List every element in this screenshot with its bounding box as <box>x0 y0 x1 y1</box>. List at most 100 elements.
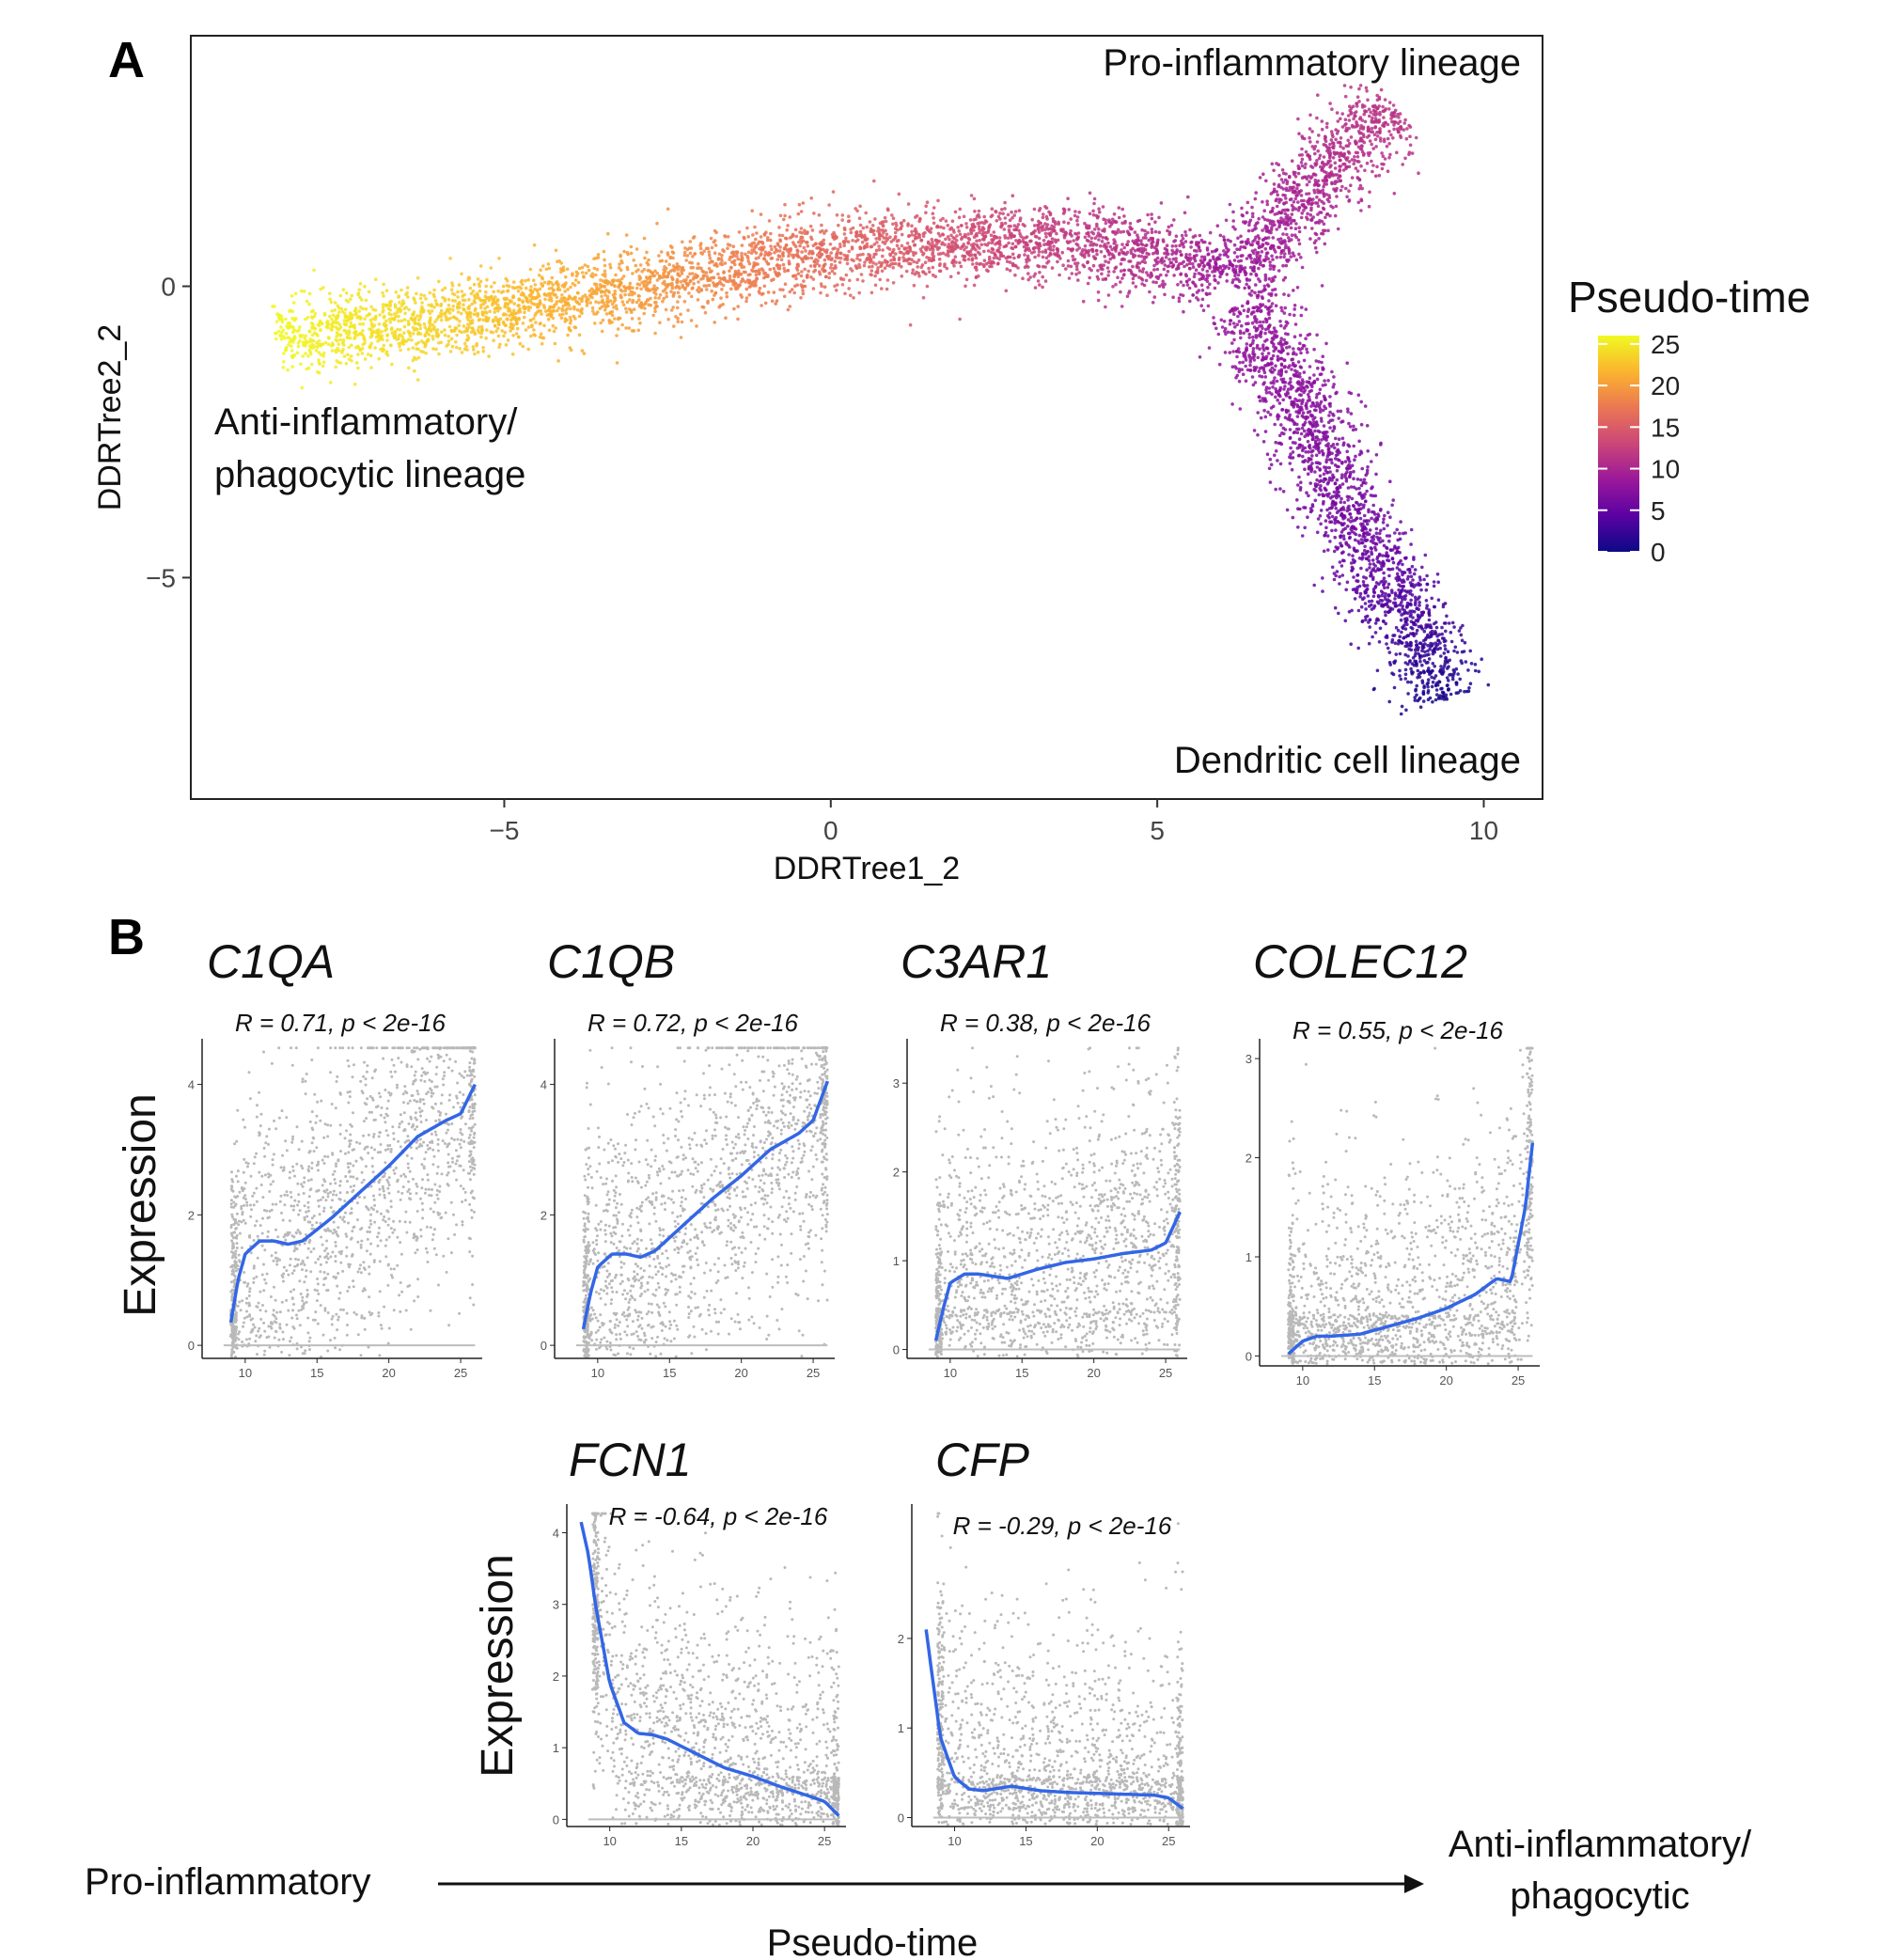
cell-point <box>711 259 714 264</box>
cell-point <box>625 250 630 255</box>
cell-point <box>1005 267 1010 272</box>
cell-point <box>299 335 303 339</box>
cell-point <box>600 329 604 334</box>
cell-point <box>799 210 804 213</box>
cell-point <box>643 306 647 310</box>
cell-point <box>406 322 411 327</box>
cell-point <box>870 264 874 269</box>
cell-point <box>455 317 460 321</box>
cell-point <box>556 359 560 363</box>
cell-point <box>363 317 367 321</box>
cell-point <box>503 330 508 335</box>
cell-point <box>1125 243 1130 247</box>
cell-point <box>368 346 372 350</box>
cell-point <box>783 282 788 287</box>
cell-point <box>734 287 738 291</box>
cell-point <box>316 342 321 347</box>
cell-point <box>1202 258 1206 262</box>
cell-point <box>990 264 994 269</box>
cell-point <box>408 334 413 338</box>
cell-point <box>887 247 892 251</box>
cell-point <box>1324 215 1327 220</box>
cell-point <box>526 347 530 352</box>
cell-point <box>767 219 772 223</box>
cell-point <box>400 288 403 292</box>
cell-point <box>678 274 682 278</box>
cell-point <box>770 278 774 283</box>
cell-point <box>1257 266 1261 271</box>
cell-point <box>1017 253 1022 258</box>
cell-point <box>319 328 322 333</box>
cell-point <box>514 332 519 336</box>
cell-point <box>354 361 359 365</box>
cell-point <box>308 339 312 344</box>
cell-point <box>460 290 464 293</box>
cell-point <box>850 245 854 249</box>
cell-point <box>1056 250 1059 254</box>
cell-point <box>1091 209 1095 213</box>
cell-point <box>1453 645 1458 650</box>
cell-point <box>722 270 726 274</box>
cell-point <box>1326 147 1330 150</box>
cell-point <box>868 254 872 258</box>
cell-point <box>1193 283 1198 287</box>
cell-point <box>1104 221 1108 226</box>
cell-point <box>1295 186 1299 191</box>
cell-point <box>751 233 755 237</box>
cell-point <box>861 252 865 257</box>
cell-point <box>1261 200 1264 204</box>
cell-point <box>710 269 713 274</box>
cell-point <box>549 314 553 319</box>
cell-point <box>809 275 813 279</box>
cell-point <box>310 316 315 320</box>
cell-point <box>925 227 929 230</box>
cell-point <box>1110 217 1115 222</box>
cell-point <box>523 306 527 309</box>
cell-point <box>683 287 687 291</box>
cell-point <box>1316 93 1320 97</box>
cell-point <box>837 223 840 227</box>
cell-point <box>916 265 919 269</box>
cell-point <box>1167 230 1172 234</box>
cell-point <box>536 309 540 314</box>
cell-point <box>1225 279 1229 283</box>
cell-point <box>822 269 826 274</box>
cell-point <box>629 251 634 256</box>
cell-point <box>1339 141 1342 145</box>
cell-point <box>746 250 751 255</box>
cell-point <box>911 239 916 243</box>
cell-point <box>717 252 722 257</box>
cell-point <box>407 307 411 312</box>
cell-point <box>1284 196 1288 200</box>
cell-point <box>1107 253 1111 257</box>
cell-point <box>664 259 668 263</box>
cell-point <box>729 265 733 270</box>
cell-point <box>1214 278 1217 283</box>
cell-point <box>444 314 447 319</box>
cell-point <box>1199 238 1204 243</box>
cell-point <box>361 306 365 311</box>
cell-point <box>1033 286 1038 290</box>
cell-point <box>1061 212 1066 215</box>
cell-point <box>1010 216 1014 220</box>
cell-point <box>330 341 335 346</box>
cell-point <box>825 254 829 259</box>
cell-point <box>1243 270 1247 274</box>
cell-point <box>580 271 585 274</box>
cell-point <box>1285 180 1290 183</box>
cell-point <box>1246 285 1251 290</box>
cell-point <box>994 210 997 213</box>
cell-point <box>446 339 451 343</box>
cell-point <box>632 259 635 262</box>
cell-point <box>634 263 638 268</box>
cell-point <box>1104 236 1108 240</box>
cell-point <box>736 317 740 321</box>
cell-point <box>464 310 469 315</box>
cell-point <box>1088 266 1091 271</box>
cell-point <box>321 364 325 368</box>
cell-point <box>529 285 533 289</box>
cell-point <box>373 308 378 312</box>
cell-point <box>985 268 989 273</box>
cell-point <box>590 306 595 310</box>
cell-point <box>1377 95 1382 100</box>
